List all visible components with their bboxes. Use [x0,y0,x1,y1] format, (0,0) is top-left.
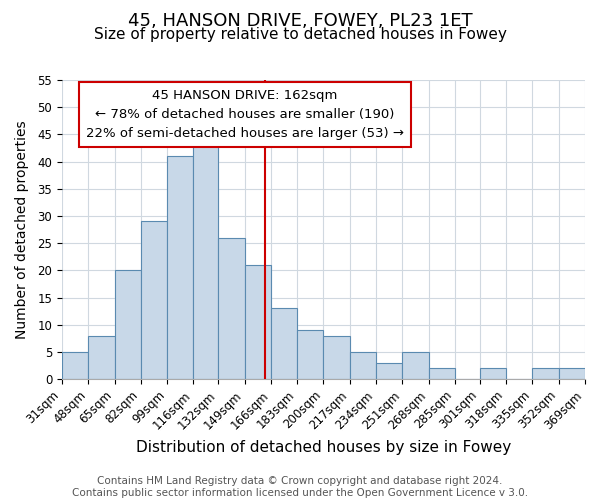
Y-axis label: Number of detached properties: Number of detached properties [15,120,29,339]
Text: Contains HM Land Registry data © Crown copyright and database right 2024.
Contai: Contains HM Land Registry data © Crown c… [72,476,528,498]
Bar [376,363,403,379]
Bar [62,352,88,379]
Bar [218,238,245,379]
Bar [271,308,297,379]
Bar [428,368,455,379]
Bar [323,336,350,379]
Bar [532,368,559,379]
Text: Size of property relative to detached houses in Fowey: Size of property relative to detached ho… [94,28,506,42]
Text: 45, HANSON DRIVE, FOWEY, PL23 1ET: 45, HANSON DRIVE, FOWEY, PL23 1ET [128,12,472,30]
Bar [480,368,506,379]
Bar [115,270,141,379]
Bar [88,336,115,379]
Bar [559,368,585,379]
Bar [193,146,218,379]
Bar [167,156,193,379]
Bar [350,352,376,379]
Bar [297,330,323,379]
Text: 45 HANSON DRIVE: 162sqm
← 78% of detached houses are smaller (190)
22% of semi-d: 45 HANSON DRIVE: 162sqm ← 78% of detache… [86,89,404,140]
Bar [403,352,428,379]
Bar [141,222,167,379]
Bar [245,265,271,379]
X-axis label: Distribution of detached houses by size in Fowey: Distribution of detached houses by size … [136,440,511,455]
